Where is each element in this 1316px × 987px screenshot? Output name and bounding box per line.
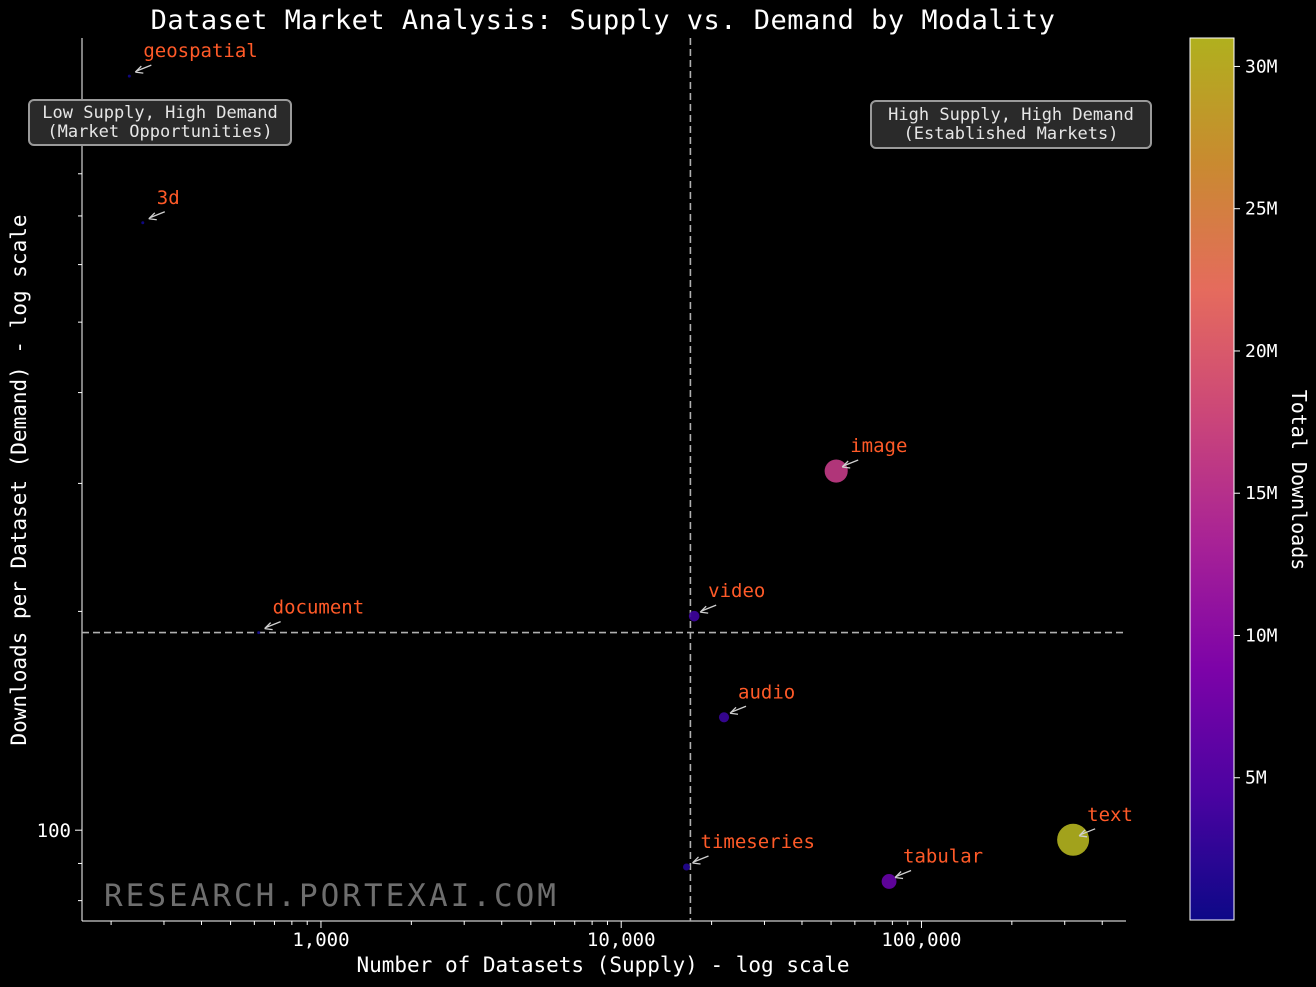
colorbar-tick-label: 10M [1245, 625, 1278, 646]
annotation-arrow [693, 855, 709, 863]
annotation-arrow [700, 604, 717, 612]
annotation-arrowhead [894, 871, 904, 880]
annotation-arrow [265, 620, 281, 629]
annotation-arrow [895, 869, 912, 878]
quadrant-box-top-left: Low Supply, High Demand (Market Opportun… [28, 99, 292, 146]
colorbar-tick-label: 30M [1245, 56, 1278, 77]
annotation-arrow [136, 64, 152, 72]
colorbar-tick-label: 25M [1245, 199, 1278, 220]
colorbar: 5M 10M 15M 20M 25M 30M Total Downloads [1189, 37, 1311, 921]
point-label-text: text [1087, 804, 1133, 826]
y-tick-label: 100 [37, 820, 71, 842]
point-3d [141, 221, 145, 225]
x-tick-label: 10,000 [587, 929, 656, 951]
quadrant-top-right-line2: (Established Markets) [904, 124, 1119, 144]
colorbar-tick-label: 15M [1245, 483, 1278, 504]
colorbar-tick-label: 20M [1245, 341, 1278, 362]
quadrant-box-top-right: High Supply, High Demand (Established Ma… [870, 100, 1152, 149]
annotation-arrowhead [699, 605, 709, 614]
point-geospatial [127, 74, 131, 78]
plot-area: 1,000 10,000 100,000 100 geospatial 3d image d… [37, 38, 1133, 951]
y-axis-label: Downloads per Dataset (Demand) - log sca… [7, 214, 31, 745]
colorbar-ticks: 5M 10M 15M 20M 25M 30M [1234, 56, 1278, 789]
point-label-video: video [708, 580, 765, 602]
annotation-arrowhead [1078, 829, 1088, 838]
annotation-arrow [842, 459, 859, 467]
reference-lines [82, 38, 1126, 921]
point-labels: geospatial 3d image document video audio text t… [134, 40, 1133, 880]
point-audio [718, 712, 730, 723]
colorbar-tick-label: 5M [1245, 768, 1267, 789]
scatter-points [127, 74, 1090, 889]
point-tabular [881, 874, 897, 889]
annotation-arrowhead [729, 706, 739, 715]
point-image [824, 459, 848, 483]
point-video [688, 610, 700, 622]
annotation-arrow [1079, 828, 1096, 836]
axis-ticks: 1,000 10,000 100,000 100 [37, 136, 1103, 951]
watermark: RESEARCH.PORTEXAI.COM [104, 878, 559, 914]
point-timeseries [682, 863, 691, 871]
annotation-arrowhead [692, 856, 701, 865]
chart-title: Dataset Market Analysis: Supply vs. Dema… [151, 5, 1056, 36]
quadrant-top-left-line2: (Market Opportunities) [47, 122, 272, 142]
point-label-image: image [850, 435, 907, 457]
point-text [1057, 823, 1090, 856]
x-tick-label: 1,000 [292, 929, 349, 951]
point-label-tabular: tabular [903, 845, 983, 867]
x-tick-label: 100,000 [881, 929, 961, 951]
point-label-timeseries: timeseries [701, 831, 815, 853]
point-label-3d: 3d [157, 187, 180, 209]
point-label-document: document [273, 597, 365, 619]
annotation-arrow [149, 211, 166, 219]
annotation-arrow [730, 705, 747, 713]
colorbar-label: Total Downloads [1287, 390, 1311, 571]
annotation-arrowhead [134, 65, 144, 74]
point-label-audio: audio [738, 681, 795, 703]
annotation-arrowhead [841, 460, 851, 469]
annotation-arrowhead [148, 212, 157, 221]
quadrant-top-left-line1: Low Supply, High Demand [42, 103, 277, 123]
point-document [257, 631, 261, 635]
annotation-arrowhead [264, 622, 273, 631]
point-label-geospatial: geospatial [143, 40, 257, 62]
quadrant-top-right-line1: High Supply, High Demand [888, 105, 1134, 125]
x-axis-label: Number of Datasets (Supply) - log scale [356, 953, 849, 977]
colorbar-gradient [1189, 37, 1235, 921]
